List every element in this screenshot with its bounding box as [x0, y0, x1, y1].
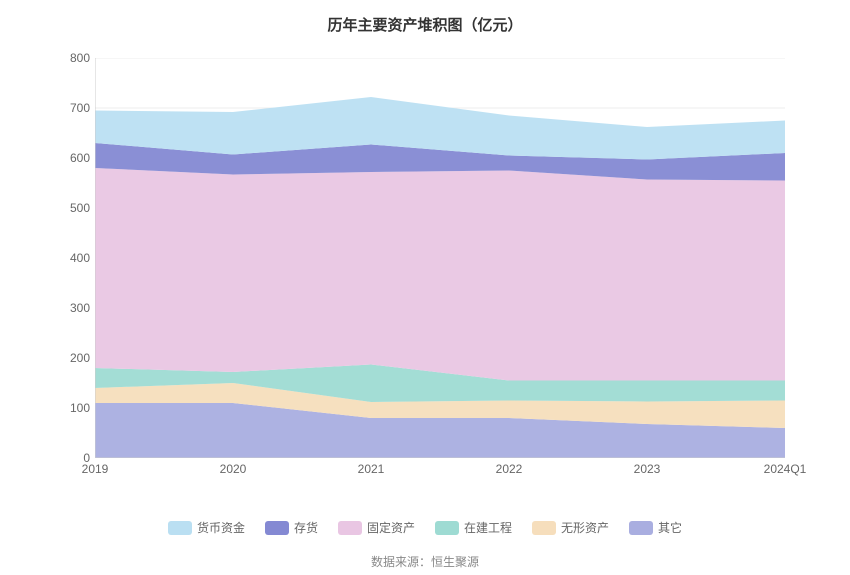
chart-title: 历年主要资产堆积图（亿元）: [0, 0, 850, 35]
y-tick-label: 700: [55, 101, 90, 115]
data-source-label: 数据来源：恒生聚源: [0, 553, 850, 570]
legend-swatch: [435, 521, 459, 535]
y-tick-label: 300: [55, 301, 90, 315]
legend-item[interactable]: 货币资金: [168, 519, 245, 536]
x-axis: 201920202021202220232024Q1: [95, 462, 785, 482]
legend-swatch: [629, 521, 653, 535]
legend-swatch: [168, 521, 192, 535]
legend-item[interactable]: 其它: [629, 519, 682, 536]
legend-swatch: [532, 521, 556, 535]
legend-item[interactable]: 在建工程: [435, 519, 512, 536]
x-tick-label: 2024Q1: [764, 462, 807, 476]
x-tick-label: 2023: [634, 462, 661, 476]
x-tick-label: 2019: [82, 462, 109, 476]
legend-item[interactable]: 固定资产: [338, 519, 415, 536]
y-tick-label: 400: [55, 251, 90, 265]
y-tick-label: 100: [55, 401, 90, 415]
legend-swatch: [265, 521, 289, 535]
x-tick-label: 2021: [358, 462, 385, 476]
legend-label: 固定资产: [367, 521, 415, 535]
legend-label: 无形资产: [561, 521, 609, 535]
plot-area: [95, 58, 785, 458]
legend-item[interactable]: 存货: [265, 519, 318, 536]
legend-label: 在建工程: [464, 521, 512, 535]
y-tick-label: 500: [55, 201, 90, 215]
legend-item[interactable]: 无形资产: [532, 519, 609, 536]
x-tick-label: 2020: [220, 462, 247, 476]
legend-swatch: [338, 521, 362, 535]
stacked-area-svg: [95, 58, 785, 458]
y-tick-label: 600: [55, 151, 90, 165]
legend-label: 货币资金: [197, 521, 245, 535]
legend-label: 其它: [658, 521, 682, 535]
legend: 货币资金 存货 固定资产 在建工程 无形资产 其它: [0, 518, 850, 536]
x-tick-label: 2022: [496, 462, 523, 476]
area-固定资产: [95, 168, 785, 381]
chart-container: 历年主要资产堆积图（亿元） 0100200300400500600700800 …: [0, 0, 850, 575]
y-axis: 0100200300400500600700800: [55, 58, 90, 458]
legend-label: 存货: [294, 521, 318, 535]
y-tick-label: 800: [55, 51, 90, 65]
y-tick-label: 200: [55, 351, 90, 365]
